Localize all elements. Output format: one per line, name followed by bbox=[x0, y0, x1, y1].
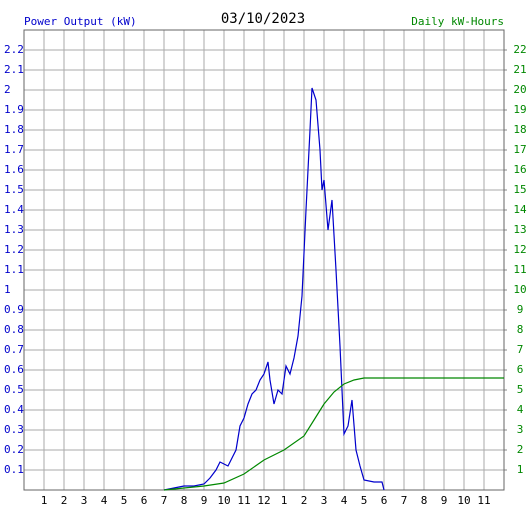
x-tick-label: 7 bbox=[161, 494, 168, 507]
x-tick-label: 4 bbox=[101, 494, 108, 507]
y2-tick-label: 15 bbox=[513, 183, 526, 196]
y2-tick-label: 12 bbox=[513, 243, 526, 256]
y-tick-label: 2.1 bbox=[4, 63, 24, 76]
y-tick-label: 1.8 bbox=[4, 123, 24, 136]
y-tick-label: 1.9 bbox=[4, 103, 24, 116]
y2-tick-label: 22 bbox=[513, 43, 526, 56]
y-tick-label: 1.1 bbox=[4, 263, 24, 276]
x-tick-label: 6 bbox=[381, 494, 388, 507]
y2-tick-label: 4 bbox=[517, 403, 524, 416]
x-tick-label: 10 bbox=[217, 494, 230, 507]
y-tick-label: 0.9 bbox=[4, 303, 24, 316]
series-line bbox=[163, 87, 385, 491]
y2-tick-label: 2 bbox=[517, 443, 524, 456]
y-tick-label: 2.2 bbox=[4, 43, 24, 56]
y2-tick-label: 3 bbox=[517, 423, 524, 436]
y2-tick-label: 13 bbox=[513, 223, 526, 236]
x-tick-label: 9 bbox=[201, 494, 208, 507]
y-tick-label: 0.4 bbox=[4, 403, 24, 416]
y-tick-label: 1.4 bbox=[4, 203, 24, 216]
x-tick-label: 8 bbox=[181, 494, 188, 507]
plot-frame bbox=[23, 29, 505, 491]
y-tick-label: 0.1 bbox=[4, 463, 24, 476]
y2-tick-label: 5 bbox=[517, 383, 524, 396]
x-tick-label: 1 bbox=[41, 494, 48, 507]
x-tick-label: 10 bbox=[457, 494, 470, 507]
y-tick-label: 1 bbox=[4, 283, 11, 296]
y2-tick-label: 17 bbox=[513, 143, 526, 156]
y2-tick-label: 20 bbox=[513, 83, 526, 96]
x-tick-label: 7 bbox=[401, 494, 408, 507]
x-tick-label: 3 bbox=[81, 494, 88, 507]
y-tick-label: 2 bbox=[4, 83, 11, 96]
y-tick-label: 0.5 bbox=[4, 383, 24, 396]
y2-tick-label: 10 bbox=[513, 283, 526, 296]
x-tick-label: 11 bbox=[237, 494, 250, 507]
x-tick-label: 12 bbox=[257, 494, 270, 507]
x-tick-label: 6 bbox=[141, 494, 148, 507]
y2-axis-label: Daily kW-Hours bbox=[411, 15, 504, 28]
y-tick-label: 0.8 bbox=[4, 323, 24, 336]
y2-tick-label: 19 bbox=[513, 103, 526, 116]
y2-tick-label: 18 bbox=[513, 123, 526, 136]
chart-title: 03/10/2023 bbox=[221, 11, 305, 27]
y2-tick-label: 7 bbox=[517, 343, 524, 356]
y-tick-label: 1.6 bbox=[4, 163, 24, 176]
x-tick-label: 2 bbox=[61, 494, 68, 507]
y-tick-label: 1.5 bbox=[4, 183, 24, 196]
x-tick-label: 3 bbox=[321, 494, 328, 507]
y-tick-label: 1.7 bbox=[4, 143, 24, 156]
y-tick-label: 0.3 bbox=[4, 423, 24, 436]
y2-tick-label: 21 bbox=[513, 63, 526, 76]
y-tick-label: 0.6 bbox=[4, 363, 24, 376]
y-tick-label: 1.2 bbox=[4, 243, 24, 256]
y2-tick-label: 9 bbox=[517, 303, 524, 316]
y2-tick-label: 16 bbox=[513, 163, 526, 176]
y-tick-label: 0.7 bbox=[4, 343, 24, 356]
x-tick-label: 1 bbox=[281, 494, 288, 507]
y2-tick-label: 6 bbox=[517, 363, 524, 376]
y2-tick-label: 11 bbox=[513, 263, 526, 276]
x-tick-label: 4 bbox=[341, 494, 348, 507]
x-tick-label: 11 bbox=[477, 494, 490, 507]
y2-tick-label: 14 bbox=[513, 203, 527, 216]
x-tick-label: 9 bbox=[441, 494, 448, 507]
x-tick-label: 5 bbox=[361, 494, 368, 507]
x-tick-label: 8 bbox=[421, 494, 428, 507]
y-tick-label: 0.2 bbox=[4, 443, 24, 456]
series-line bbox=[163, 377, 504, 491]
x-tick-label: 2 bbox=[301, 494, 308, 507]
y-axis-label: Power Output (kW) bbox=[24, 15, 137, 28]
y2-tick-label: 1 bbox=[517, 463, 524, 476]
y2-tick-label: 8 bbox=[517, 323, 524, 336]
x-tick-label: 5 bbox=[121, 494, 128, 507]
y-tick-label: 1.3 bbox=[4, 223, 24, 236]
